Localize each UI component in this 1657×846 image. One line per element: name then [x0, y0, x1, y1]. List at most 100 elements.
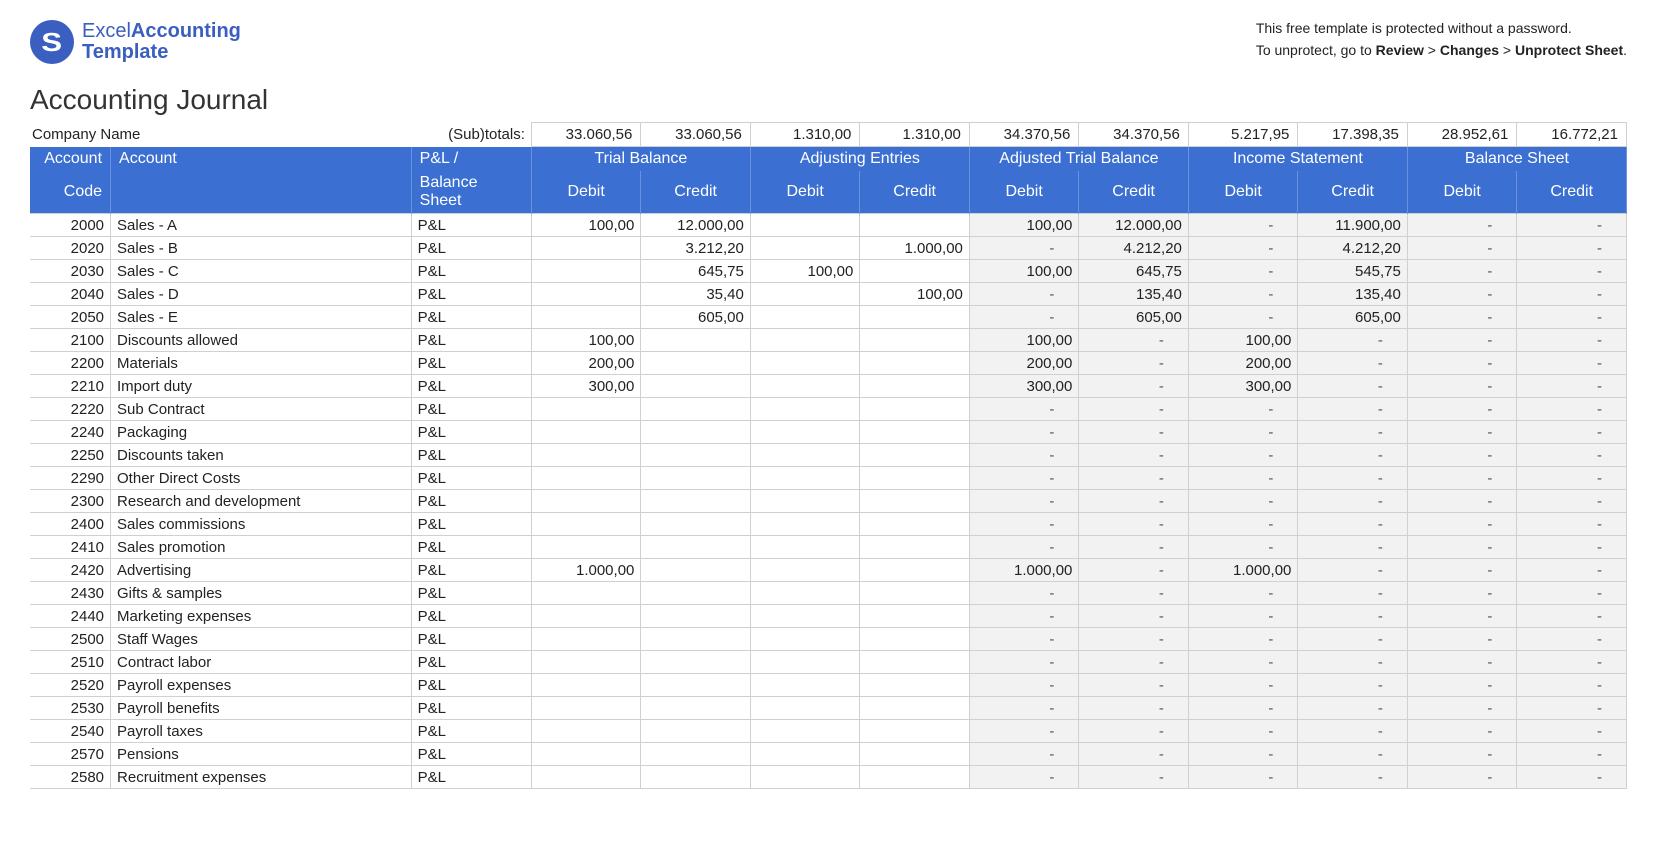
cell-value[interactable]: -: [1188, 582, 1298, 605]
cell-value[interactable]: [641, 467, 751, 490]
cell-value[interactable]: -: [969, 237, 1079, 260]
cell-value[interactable]: -: [1517, 697, 1627, 720]
cell-value[interactable]: [860, 375, 970, 398]
cell-account-code[interactable]: 2520: [30, 674, 111, 697]
cell-value[interactable]: 300,00: [531, 375, 641, 398]
cell-value[interactable]: -: [1407, 605, 1517, 628]
cell-value[interactable]: [860, 582, 970, 605]
cell-value[interactable]: 605,00: [1079, 306, 1189, 329]
cell-value[interactable]: -: [1298, 467, 1408, 490]
cell-value[interactable]: -: [1407, 720, 1517, 743]
cell-account-code[interactable]: 2000: [30, 214, 111, 237]
cell-value[interactable]: -: [1188, 444, 1298, 467]
cell-value[interactable]: [531, 421, 641, 444]
cell-value[interactable]: -: [1517, 421, 1627, 444]
cell-value[interactable]: 545,75: [1298, 260, 1408, 283]
cell-value[interactable]: [531, 720, 641, 743]
cell-account[interactable]: Advertising: [111, 559, 412, 582]
cell-value[interactable]: -: [1298, 444, 1408, 467]
cell-value[interactable]: -: [1188, 260, 1298, 283]
cell-value[interactable]: [860, 605, 970, 628]
cell-value[interactable]: [750, 674, 860, 697]
cell-value[interactable]: -: [1079, 421, 1189, 444]
cell-value[interactable]: 1.000,00: [1188, 559, 1298, 582]
cell-value[interactable]: [641, 536, 751, 559]
cell-value[interactable]: 100,00: [969, 214, 1079, 237]
cell-type[interactable]: P&L: [411, 582, 531, 605]
cell-value[interactable]: -: [1188, 490, 1298, 513]
cell-type[interactable]: P&L: [411, 651, 531, 674]
cell-value[interactable]: -: [1517, 352, 1627, 375]
cell-value[interactable]: -: [1188, 628, 1298, 651]
cell-value[interactable]: 3.212,20: [641, 237, 751, 260]
cell-value[interactable]: [750, 467, 860, 490]
cell-value[interactable]: [531, 444, 641, 467]
cell-value[interactable]: [860, 628, 970, 651]
cell-value[interactable]: -: [1517, 329, 1627, 352]
cell-value[interactable]: [531, 743, 641, 766]
cell-value[interactable]: [641, 375, 751, 398]
cell-value[interactable]: [750, 375, 860, 398]
cell-value[interactable]: -: [1407, 444, 1517, 467]
cell-type[interactable]: P&L: [411, 214, 531, 237]
cell-value[interactable]: -: [969, 605, 1079, 628]
cell-value[interactable]: -: [1407, 651, 1517, 674]
cell-value[interactable]: -: [1407, 513, 1517, 536]
cell-value[interactable]: -: [1079, 605, 1189, 628]
cell-account[interactable]: Sales - C: [111, 260, 412, 283]
cell-value[interactable]: [641, 628, 751, 651]
cell-value[interactable]: [860, 559, 970, 582]
cell-account[interactable]: Sales - E: [111, 306, 412, 329]
cell-value[interactable]: -: [1079, 444, 1189, 467]
cell-value[interactable]: [860, 352, 970, 375]
cell-account[interactable]: Recruitment expenses: [111, 766, 412, 789]
cell-value[interactable]: -: [1517, 582, 1627, 605]
cell-value[interactable]: 100,00: [860, 283, 970, 306]
cell-type[interactable]: P&L: [411, 628, 531, 651]
cell-value[interactable]: -: [1079, 559, 1189, 582]
cell-value[interactable]: [531, 697, 641, 720]
cell-value[interactable]: -: [969, 306, 1079, 329]
cell-account-code[interactable]: 2570: [30, 743, 111, 766]
cell-account[interactable]: Sales commissions: [111, 513, 412, 536]
cell-value[interactable]: [531, 674, 641, 697]
cell-value[interactable]: -: [1298, 720, 1408, 743]
cell-value[interactable]: 300,00: [969, 375, 1079, 398]
cell-value[interactable]: [750, 329, 860, 352]
cell-value[interactable]: [860, 490, 970, 513]
cell-value[interactable]: -: [1407, 421, 1517, 444]
cell-account-code[interactable]: 2400: [30, 513, 111, 536]
cell-value[interactable]: 605,00: [641, 306, 751, 329]
cell-value[interactable]: 135,40: [1079, 283, 1189, 306]
cell-value[interactable]: -: [1079, 720, 1189, 743]
cell-value[interactable]: 200,00: [531, 352, 641, 375]
cell-type[interactable]: P&L: [411, 467, 531, 490]
cell-value[interactable]: -: [969, 398, 1079, 421]
cell-value[interactable]: [860, 421, 970, 444]
cell-value[interactable]: -: [1407, 628, 1517, 651]
cell-value[interactable]: [860, 329, 970, 352]
cell-value[interactable]: -: [1188, 536, 1298, 559]
cell-value[interactable]: 100,00: [969, 260, 1079, 283]
cell-account[interactable]: Discounts allowed: [111, 329, 412, 352]
cell-value[interactable]: -: [1407, 283, 1517, 306]
cell-type[interactable]: P&L: [411, 513, 531, 536]
cell-value[interactable]: -: [1188, 651, 1298, 674]
cell-value[interactable]: [531, 651, 641, 674]
cell-value[interactable]: [531, 766, 641, 789]
cell-value[interactable]: [531, 582, 641, 605]
cell-value[interactable]: [750, 628, 860, 651]
cell-value[interactable]: [860, 766, 970, 789]
cell-value[interactable]: 1.000,00: [969, 559, 1079, 582]
cell-value[interactable]: -: [1188, 467, 1298, 490]
cell-type[interactable]: P&L: [411, 536, 531, 559]
cell-value[interactable]: 4.212,20: [1298, 237, 1408, 260]
cell-value[interactable]: -: [1517, 490, 1627, 513]
cell-account-code[interactable]: 2290: [30, 467, 111, 490]
cell-value[interactable]: [531, 490, 641, 513]
cell-value[interactable]: [860, 467, 970, 490]
cell-value[interactable]: 605,00: [1298, 306, 1408, 329]
cell-account-code[interactable]: 2500: [30, 628, 111, 651]
cell-value[interactable]: 200,00: [1188, 352, 1298, 375]
cell-value[interactable]: -: [1188, 674, 1298, 697]
